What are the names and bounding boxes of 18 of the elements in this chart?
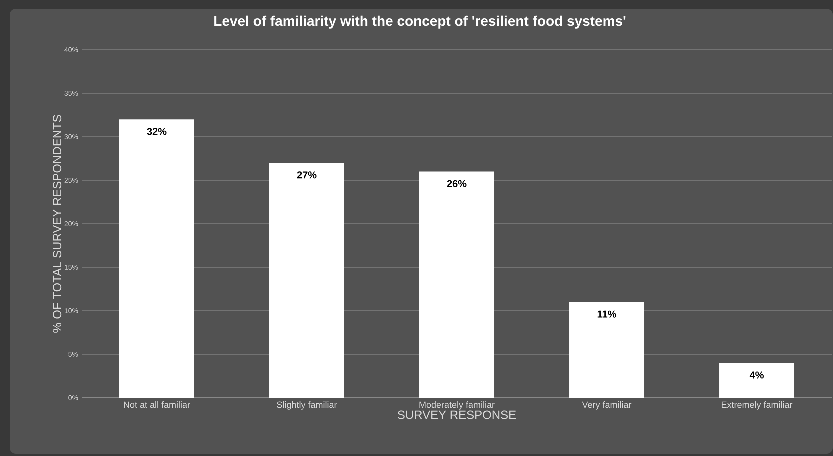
y-axis-title: % OF TOTAL SURVEY RESPONDENTS [53, 115, 62, 333]
data-label: 11% [598, 310, 616, 318]
bar [420, 172, 495, 398]
bar [720, 363, 795, 398]
x-tick-label: Very familiar [582, 402, 632, 410]
data-label: 26% [447, 180, 467, 188]
chart-title: Level of familiarity with the concept of 'resilient food systems' [214, 16, 626, 29]
data-label: 4% [750, 372, 764, 379]
x-tick-label: Moderately familiar [420, 402, 495, 410]
data-label: 27% [297, 172, 317, 179]
bar [570, 302, 645, 398]
x-axis-title: SURVEY RESPONSE [398, 410, 516, 420]
bar [270, 163, 345, 398]
bar [120, 120, 195, 398]
x-tick-label: Not at all familiar [124, 402, 190, 408]
data-label: 32% [147, 128, 167, 136]
x-tick-label: Slightly familiar [277, 402, 338, 410]
x-tick-label: Extremely familiar [722, 402, 793, 410]
